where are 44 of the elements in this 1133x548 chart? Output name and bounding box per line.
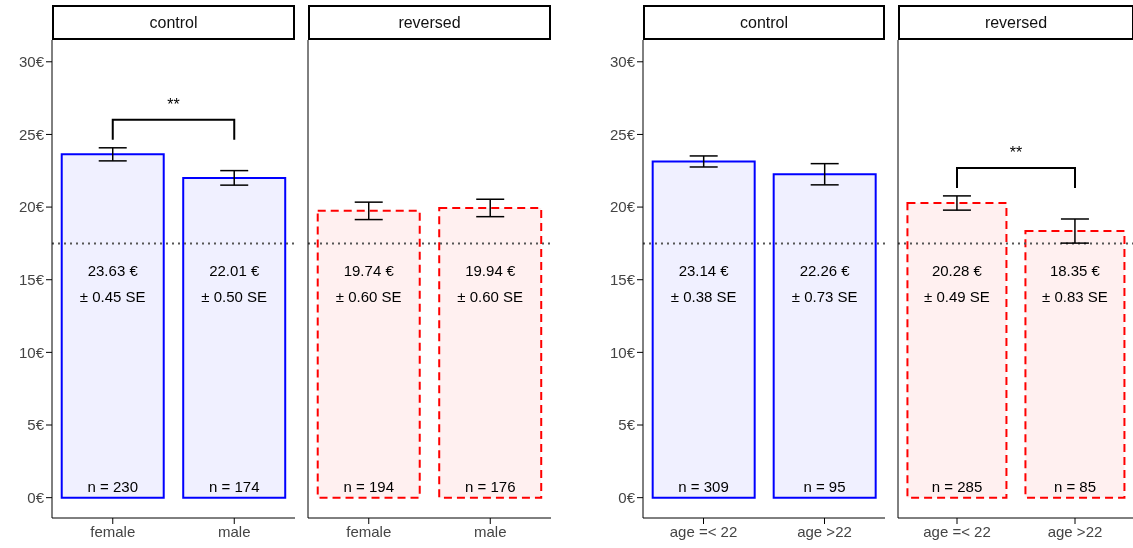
y-tick-label: 25€ xyxy=(18,125,45,143)
x-tick-label: age =< 22 xyxy=(669,522,738,540)
y-tick-label: 20€ xyxy=(609,198,636,216)
data-label: 20.28 € ± 0.49 SE xyxy=(924,261,990,305)
y-tick-label: 15€ xyxy=(609,271,636,289)
y-tick-label: 30€ xyxy=(18,53,45,71)
data-label: 22.26 € ± 0.73 SE xyxy=(791,261,858,305)
annotation: n = 174 xyxy=(209,477,260,495)
chart-title: control xyxy=(643,5,885,40)
y-tick-label: 0€ xyxy=(27,488,45,506)
y-tick-label: 10€ xyxy=(18,343,45,361)
x-tick-label: male xyxy=(473,522,507,540)
y-tick-label: 25€ xyxy=(609,125,636,143)
x-tick-label: female xyxy=(346,522,392,540)
y-tick-label: 0€ xyxy=(618,488,636,506)
data-label: 19.94 € ± 0.60 SE xyxy=(457,261,524,305)
annotation: n = 176 xyxy=(465,477,516,495)
annotation: n = 309 xyxy=(678,477,729,495)
y-tick-label: 15€ xyxy=(18,271,45,289)
annotation: ** xyxy=(1009,143,1023,161)
annotation: n = 85 xyxy=(1053,477,1097,495)
annotation: ** xyxy=(167,95,180,113)
annotation: n = 95 xyxy=(803,477,846,495)
y-tick-label: 20€ xyxy=(18,198,45,216)
data-label: 23.14 € ± 0.38 SE xyxy=(670,261,737,305)
x-tick-label: age >22 xyxy=(797,522,852,540)
data-label: 23.63 € ± 0.45 SE xyxy=(79,261,146,305)
x-tick-label: age =< 22 xyxy=(923,522,991,540)
y-tick-label: 10€ xyxy=(609,343,636,361)
annotation: n = 230 xyxy=(87,477,138,495)
y-tick-label: 5€ xyxy=(618,416,636,434)
annotation: n = 285 xyxy=(931,477,983,495)
x-tick-label: male xyxy=(217,522,251,540)
annotation: n = 194 xyxy=(343,477,394,495)
chart-title: reversed xyxy=(898,5,1133,40)
data-label: 19.74 € ± 0.60 SE xyxy=(335,261,402,305)
y-tick-label: 5€ xyxy=(27,416,45,434)
data-label: 18.35 € ± 0.83 SE xyxy=(1042,261,1108,305)
chart-title: reversed xyxy=(308,5,551,40)
chart-title: control xyxy=(52,5,295,40)
x-tick-label: female xyxy=(90,522,136,540)
data-label: 22.01 € ± 0.50 SE xyxy=(201,261,268,305)
x-tick-label: age >22 xyxy=(1047,522,1103,540)
y-tick-label: 30€ xyxy=(609,53,636,71)
